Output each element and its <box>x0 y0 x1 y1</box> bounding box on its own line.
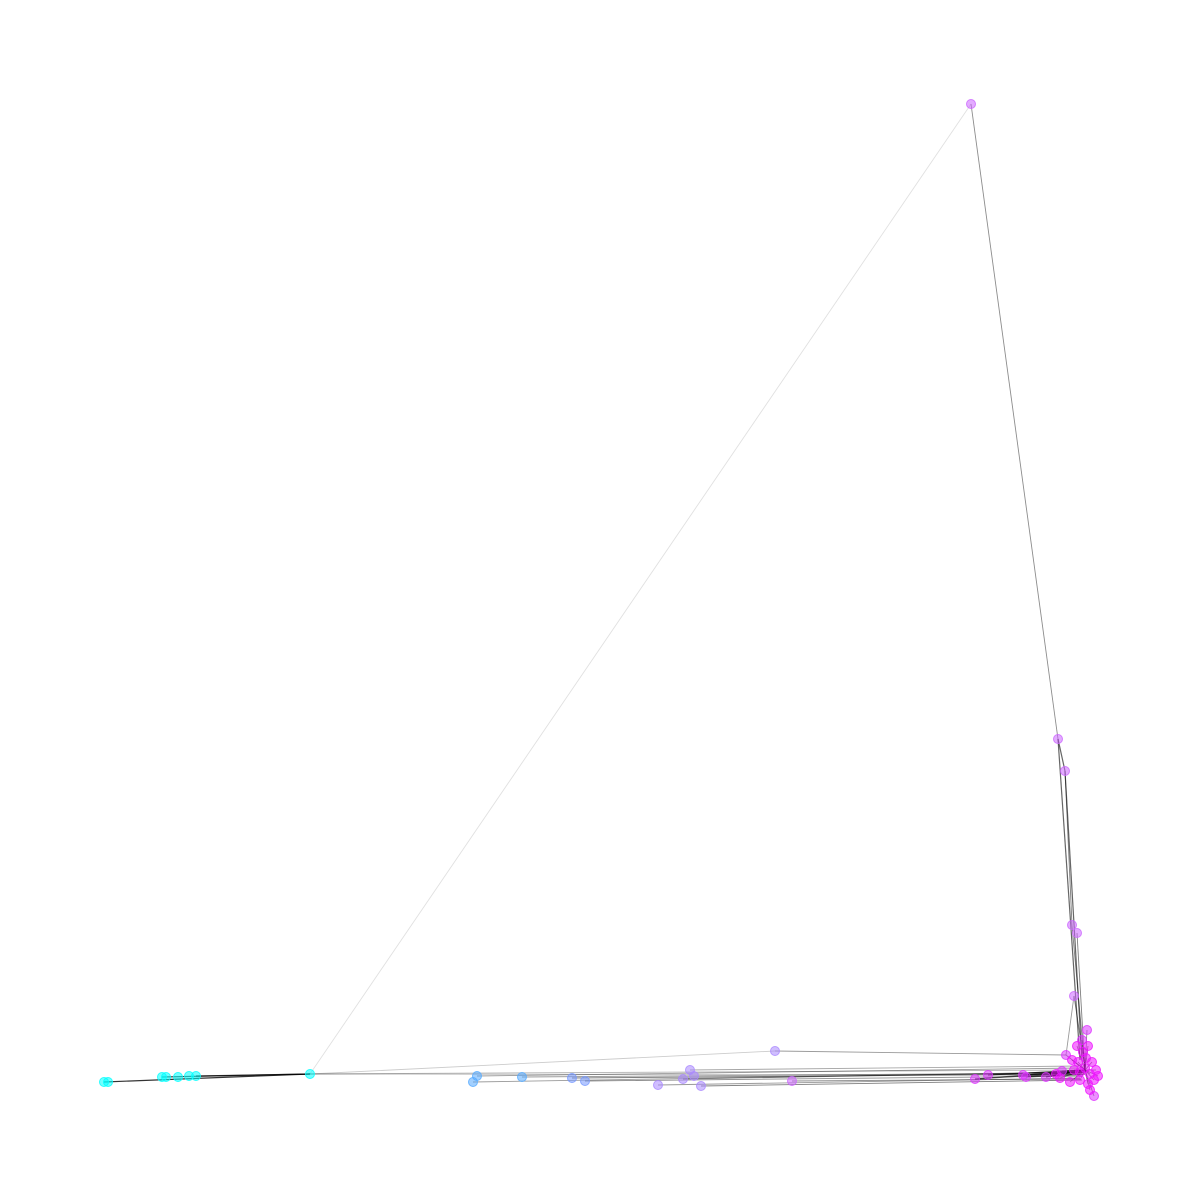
graph-edge <box>309 1050 776 1075</box>
graph-edge <box>309 103 972 1075</box>
graph-node <box>103 1077 113 1087</box>
graph-node <box>1065 1077 1075 1087</box>
graph-node <box>983 1070 993 1080</box>
graph-edge <box>195 1073 311 1077</box>
graph-edge <box>774 1050 1067 1056</box>
graph-node <box>305 1069 315 1079</box>
graph-node <box>787 1076 797 1086</box>
graph-node <box>1069 991 1079 1001</box>
graph-node <box>472 1071 482 1081</box>
graph-node <box>1041 1072 1051 1082</box>
graph-edge <box>791 1078 1081 1082</box>
graph-edge <box>1064 770 1083 1061</box>
graph-node <box>1085 1085 1095 1095</box>
graph-node <box>1075 1067 1085 1077</box>
graph-node <box>1067 920 1077 930</box>
graph-node <box>1072 1041 1082 1051</box>
graph-edge <box>689 1065 1081 1071</box>
graph-node <box>1083 1041 1093 1051</box>
graph-edge <box>103 1073 311 1083</box>
graph-node <box>161 1072 171 1082</box>
graph-edge <box>1064 770 1073 926</box>
graph-node <box>770 1046 780 1056</box>
graph-edge <box>970 103 1059 740</box>
graph-node <box>1060 766 1070 776</box>
graph-node <box>1072 928 1082 938</box>
graph-node <box>173 1072 183 1082</box>
node-layer <box>99 99 1103 1101</box>
graph-node <box>580 1076 590 1086</box>
graph-node <box>966 99 976 109</box>
graph-node <box>191 1071 201 1081</box>
graph-node <box>1093 1071 1103 1081</box>
graph-node <box>696 1081 706 1091</box>
graph-edge <box>476 1067 1081 1077</box>
graph-edge <box>700 1079 1083 1087</box>
graph-edge <box>1065 995 1075 1056</box>
graph-node <box>517 1072 527 1082</box>
graph-node <box>678 1074 688 1084</box>
graph-node <box>689 1071 699 1081</box>
graph-edge <box>1057 738 1081 1061</box>
graph-node <box>1067 1055 1077 1065</box>
graph-node <box>1082 1025 1092 1035</box>
graph-node <box>653 1080 663 1090</box>
graph-node <box>1081 1053 1091 1063</box>
graph-node <box>567 1073 577 1083</box>
graph-node <box>1021 1072 1031 1082</box>
graph-node <box>970 1074 980 1084</box>
graph-edge <box>1057 738 1066 772</box>
graph-node <box>1053 734 1063 744</box>
graph-edge <box>657 1077 1081 1086</box>
edge-layer <box>103 103 1099 1097</box>
graph-node <box>1051 1069 1061 1079</box>
